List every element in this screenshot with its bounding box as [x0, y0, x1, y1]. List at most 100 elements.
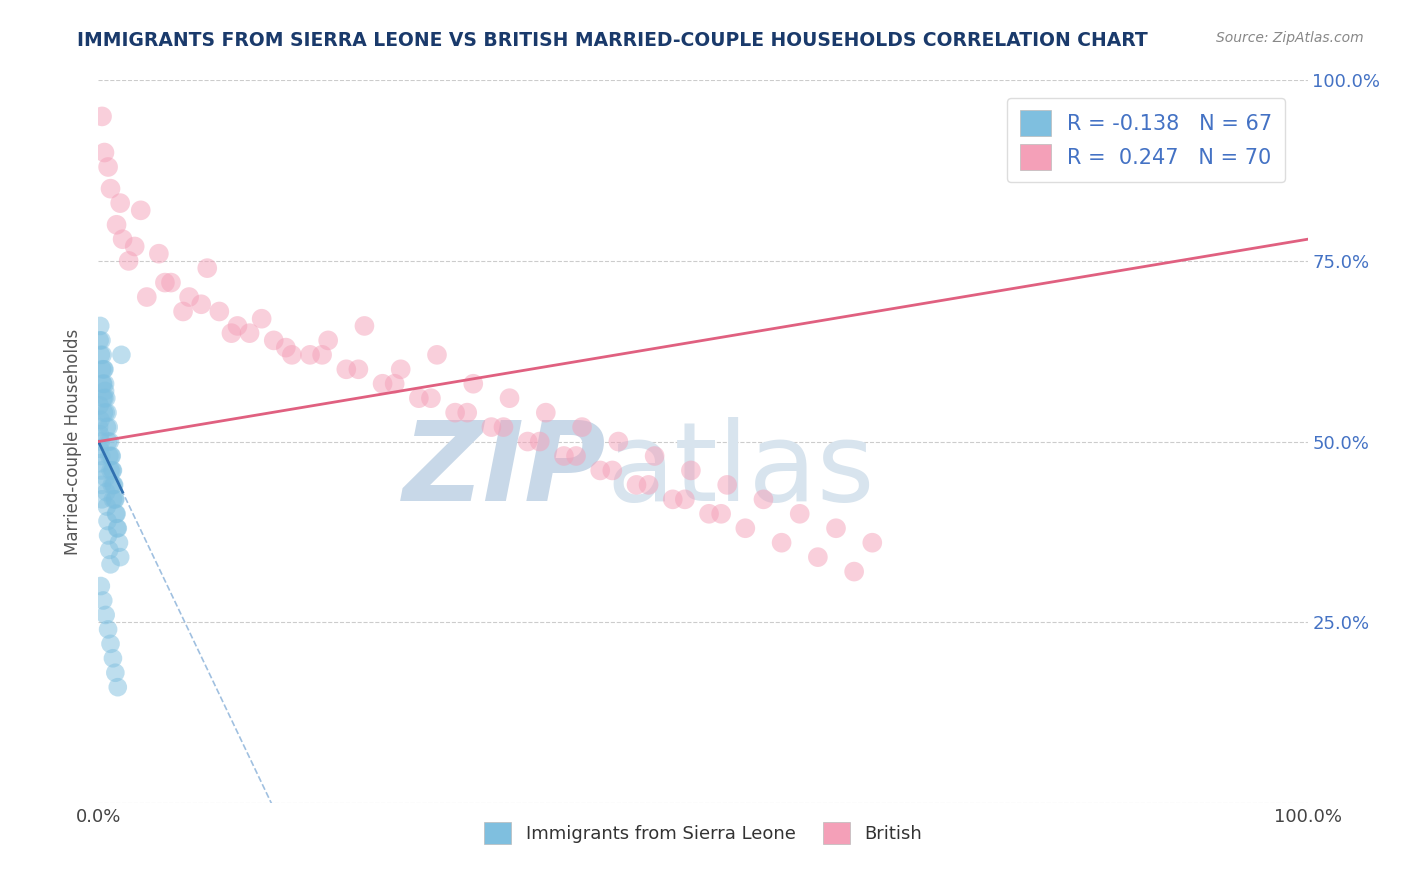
Point	[389, 362, 412, 376]
Point	[534, 406, 557, 420]
Point	[90, 348, 112, 362]
Point	[97, 528, 120, 542]
Point	[673, 492, 696, 507]
Point	[498, 391, 520, 405]
Point	[101, 463, 124, 477]
Point	[226, 318, 249, 333]
Point	[263, 334, 285, 348]
Point	[860, 535, 883, 549]
Point	[281, 348, 304, 362]
Point	[91, 391, 114, 405]
Text: ZIP: ZIP	[402, 417, 606, 524]
Point	[679, 463, 702, 477]
Point	[98, 434, 121, 449]
Point	[98, 542, 121, 557]
Point	[160, 276, 183, 290]
Point	[100, 478, 122, 492]
Point	[96, 514, 118, 528]
Point	[644, 449, 666, 463]
Point	[347, 362, 370, 376]
Point	[825, 521, 848, 535]
Point	[90, 449, 112, 463]
Point	[124, 239, 146, 253]
Point	[108, 535, 131, 549]
Point	[93, 362, 115, 376]
Point	[316, 334, 339, 348]
Point	[91, 376, 114, 391]
Point	[463, 376, 485, 391]
Point	[94, 607, 117, 622]
Point	[104, 507, 127, 521]
Point	[100, 558, 122, 572]
Point	[96, 420, 118, 434]
Point	[89, 442, 111, 456]
Point	[195, 261, 218, 276]
Point	[208, 304, 231, 318]
Point	[299, 348, 322, 362]
Point	[335, 362, 357, 376]
Point	[91, 362, 114, 376]
Point	[172, 304, 194, 318]
Point	[96, 391, 118, 405]
Point	[104, 492, 127, 507]
Point	[105, 507, 128, 521]
Point	[97, 434, 120, 449]
Point	[607, 434, 630, 449]
Point	[97, 420, 120, 434]
Point	[89, 456, 111, 470]
Point	[90, 463, 112, 477]
Point	[492, 420, 515, 434]
Point	[456, 406, 478, 420]
Point	[97, 160, 120, 174]
Point	[697, 507, 720, 521]
Point	[135, 290, 157, 304]
Point	[93, 406, 115, 420]
Point	[571, 420, 593, 434]
Point	[87, 420, 110, 434]
Point	[807, 550, 830, 565]
Point	[190, 297, 212, 311]
Point	[107, 521, 129, 535]
Point	[353, 318, 375, 333]
Point	[96, 485, 118, 500]
Point	[105, 218, 128, 232]
Point	[844, 565, 866, 579]
Point	[626, 478, 648, 492]
Point	[104, 665, 127, 680]
Point	[371, 376, 394, 391]
Point	[148, 246, 170, 260]
Point	[89, 398, 111, 412]
Point	[529, 434, 551, 449]
Point	[101, 492, 124, 507]
Point	[734, 521, 756, 535]
Point	[103, 478, 125, 492]
Point	[90, 434, 112, 449]
Point	[94, 376, 117, 391]
Point	[274, 341, 297, 355]
Point	[100, 449, 122, 463]
Point	[481, 420, 503, 434]
Point	[103, 478, 125, 492]
Point	[93, 145, 115, 160]
Point	[221, 326, 243, 341]
Point	[91, 348, 114, 362]
Point	[90, 579, 112, 593]
Y-axis label: Married-couple Households: Married-couple Households	[65, 328, 83, 555]
Point	[384, 376, 406, 391]
Point	[239, 326, 262, 341]
Point	[662, 492, 685, 507]
Point	[408, 391, 430, 405]
Point	[100, 463, 122, 477]
Point	[752, 492, 775, 507]
Point	[118, 253, 141, 268]
Point	[770, 535, 793, 549]
Point	[91, 593, 114, 607]
Point	[516, 434, 538, 449]
Point	[104, 492, 127, 507]
Point	[420, 391, 443, 405]
Point	[101, 651, 124, 665]
Point	[565, 449, 588, 463]
Point	[89, 334, 111, 348]
Point	[100, 449, 122, 463]
Point	[637, 478, 659, 492]
